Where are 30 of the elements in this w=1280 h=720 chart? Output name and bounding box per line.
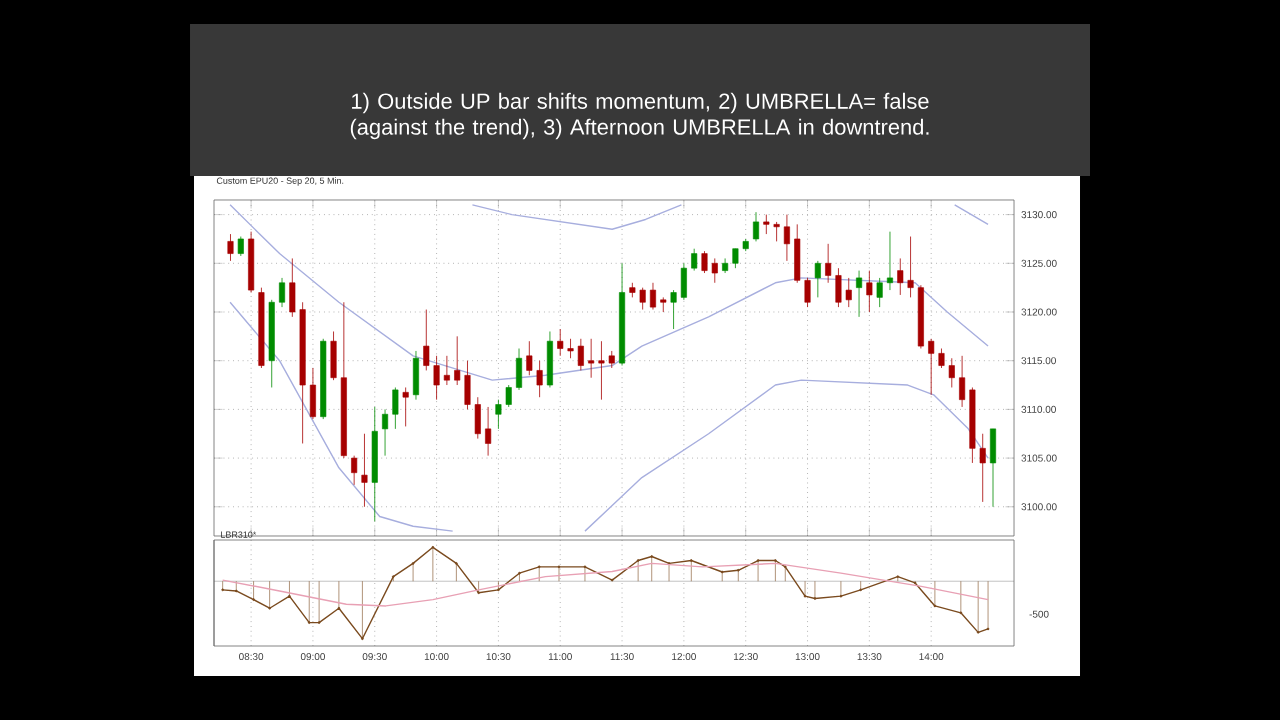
candlestick <box>660 296 667 313</box>
candlestick <box>649 282 656 310</box>
candlestick <box>814 260 821 298</box>
candlestick <box>516 348 523 391</box>
candlestick <box>959 355 966 408</box>
candlestick <box>856 270 863 318</box>
candlestick <box>443 355 450 386</box>
candlestick <box>361 433 368 508</box>
candlestick <box>227 233 234 262</box>
candlestick <box>351 455 358 486</box>
candlestick <box>752 211 760 242</box>
candlestick <box>279 277 286 308</box>
candlestick <box>382 408 389 457</box>
candlestick <box>722 258 729 274</box>
chart-title: 1) Outside UP bar shifts momentum, 2) UMBRELLA= false (against the trend), 3) Afternoon UMBRELLA in downtrend. <box>350 92 929 140</box>
candlestick <box>866 270 873 313</box>
candlestick <box>412 350 419 401</box>
candlestick <box>670 289 677 330</box>
candlestick <box>392 387 399 430</box>
candlestick <box>309 367 316 420</box>
candlestick <box>886 231 893 291</box>
candlestick <box>691 248 698 271</box>
candlestick <box>485 406 492 457</box>
candlestick <box>876 277 883 308</box>
candlestick <box>783 214 790 262</box>
candlestick <box>546 331 553 388</box>
candlestick <box>402 387 409 427</box>
candlestick <box>680 262 687 301</box>
candlestick <box>989 428 997 508</box>
candlestick <box>237 236 244 257</box>
